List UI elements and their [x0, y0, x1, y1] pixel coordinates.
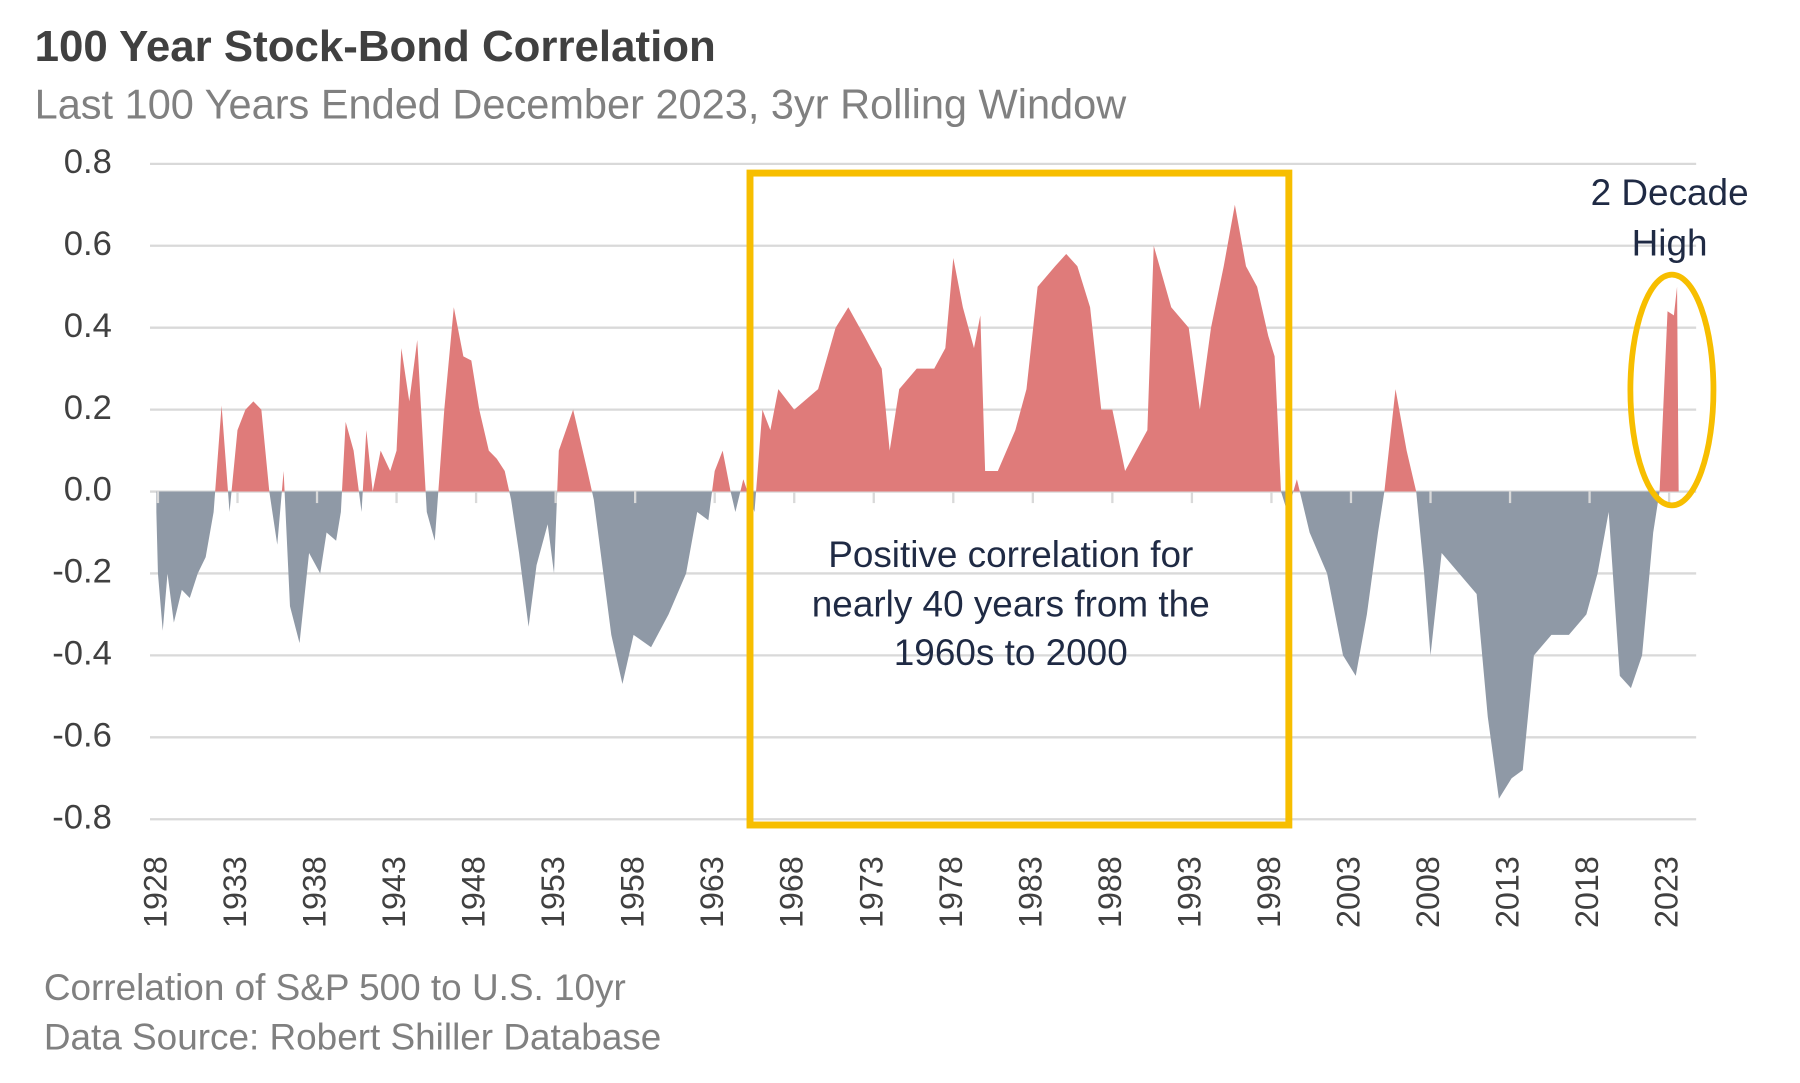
- y-tick-label: -0.4: [52, 635, 112, 673]
- chart-title: 100 Year Stock-Bond Correlation: [35, 22, 716, 71]
- x-tick-label: 1933: [217, 856, 253, 928]
- x-tick-label: 1938: [297, 856, 333, 928]
- high-annotation: High: [1632, 223, 1708, 264]
- x-tick-label: 1943: [376, 856, 412, 928]
- x-tick-label: 1948: [456, 856, 492, 928]
- x-tick-label: 1928: [137, 856, 173, 928]
- y-tick-label: 0.0: [64, 471, 112, 509]
- note: Data Source: Robert Shiller Database: [44, 1016, 661, 1057]
- x-tick-label: 1978: [933, 856, 969, 928]
- x-tick-label: 2023: [1649, 856, 1685, 928]
- x-tick-label: 1973: [853, 856, 889, 928]
- x-tick-label: 1993: [1171, 856, 1207, 928]
- y-tick-label: -0.6: [52, 716, 112, 754]
- x-tick-label: 1998: [1251, 856, 1287, 928]
- x-tick-label: 1963: [694, 856, 730, 928]
- area-negative: [156, 491, 1679, 799]
- areas: [156, 204, 1679, 799]
- x-tick-label: 2008: [1410, 856, 1446, 928]
- x-tick-label: 1988: [1092, 856, 1128, 928]
- y-tick-label: -0.8: [52, 798, 112, 836]
- box-annotation: nearly 40 years from the: [812, 584, 1210, 625]
- y-tick-label: 0.4: [64, 307, 112, 345]
- x-tick-label: 2003: [1331, 856, 1367, 928]
- y-tick-label: 0.8: [64, 143, 112, 181]
- highlight-box: [746, 169, 1293, 829]
- x-tick-label: 1953: [535, 856, 571, 928]
- x-tick-label: 1968: [774, 856, 810, 928]
- chart-subtitle: Last 100 Years Ended December 2023, 3yr …: [35, 80, 1128, 127]
- box-annotation: Positive correlation for: [828, 534, 1193, 575]
- highlight-ellipse: [1627, 271, 1717, 509]
- x-tick-label: 1983: [1012, 856, 1048, 928]
- area-positive: [156, 204, 1679, 492]
- y-tick-label: 0.2: [64, 389, 112, 427]
- y-tick-label: 0.6: [64, 225, 112, 263]
- note: Correlation of S&P 500 to U.S. 10yr: [44, 967, 626, 1008]
- y-tick-label: -0.2: [52, 553, 112, 591]
- x-tick-label: 2013: [1490, 856, 1526, 928]
- high-annotation: 2 Decade: [1591, 172, 1749, 213]
- box-annotation: 1960s to 2000: [894, 632, 1128, 673]
- x-tick-label: 2018: [1569, 856, 1605, 928]
- axes: -0.8 -0.6 -0.4 -0.2 0.0 0.2 0.4 0.6 0.8 1928 1933 1…: [52, 143, 1684, 928]
- x-tick-label: 1958: [615, 856, 651, 928]
